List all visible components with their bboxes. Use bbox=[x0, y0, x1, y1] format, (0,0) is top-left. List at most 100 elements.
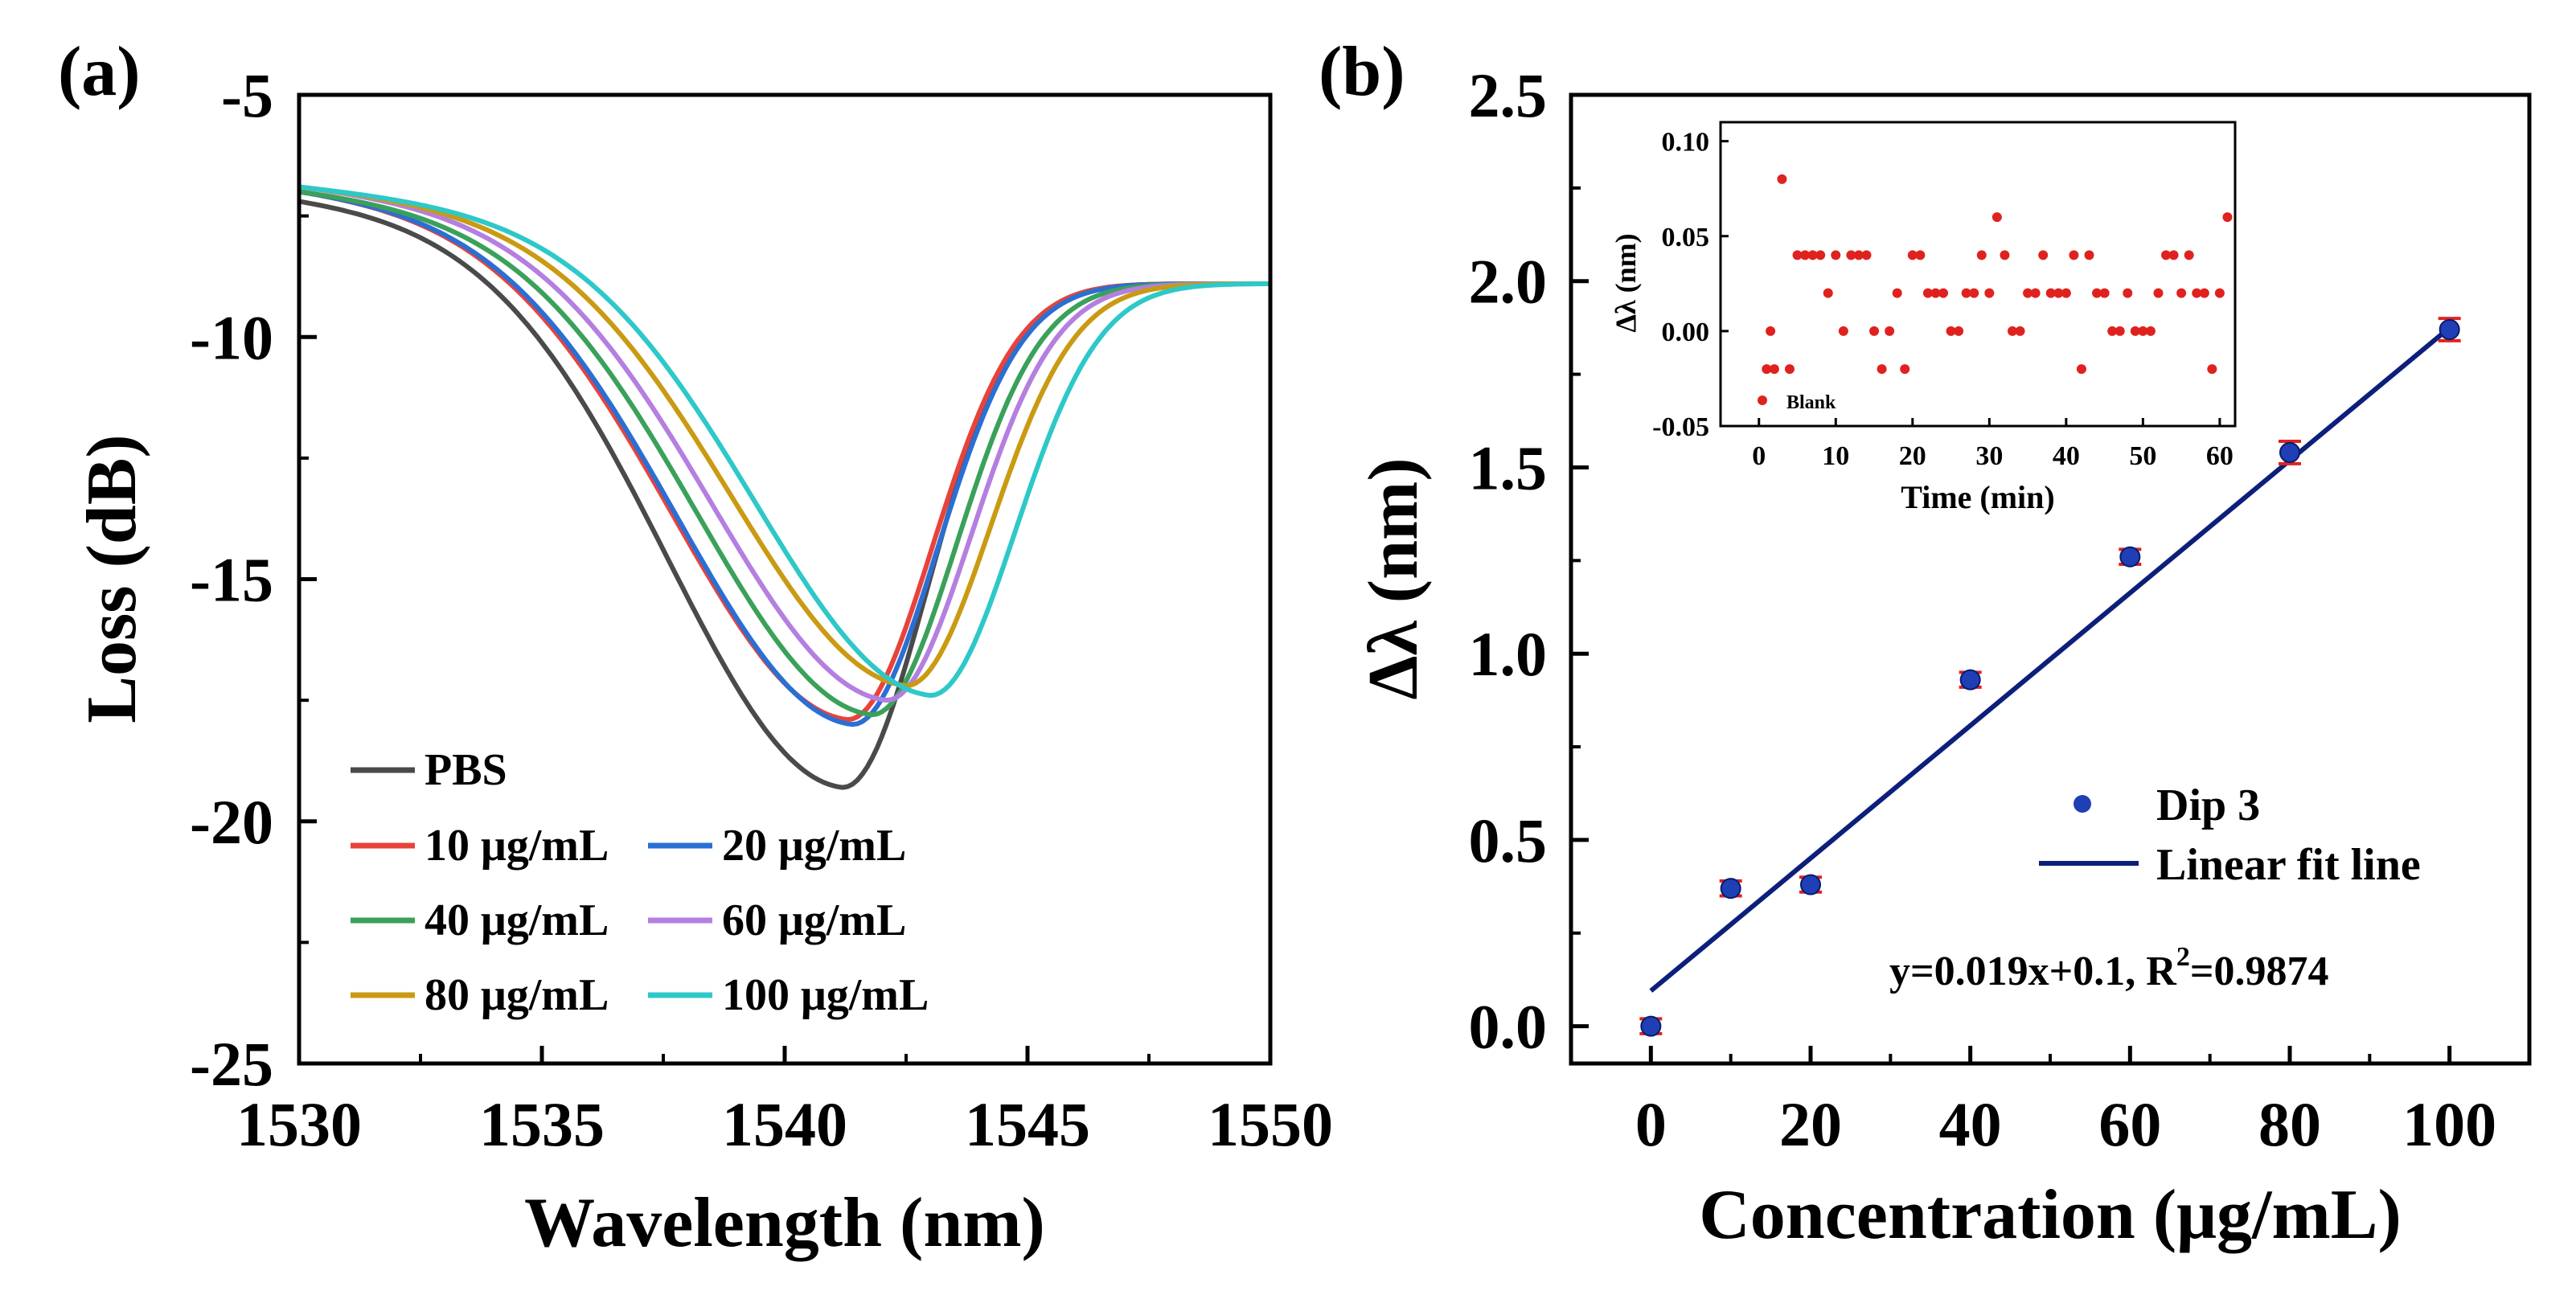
legend-label: 80 μg/mL bbox=[425, 970, 609, 1020]
inset-point bbox=[2053, 288, 2064, 298]
inset-ticks: 0 10 20 30 40 50 60 -0.05 0.00 0.05 0.10 bbox=[1652, 128, 2233, 471]
inset-frame bbox=[1719, 121, 2237, 428]
panel-b-xtick-label: 100 bbox=[2402, 1089, 2496, 1159]
fit-equation-sup: 2 bbox=[2176, 942, 2190, 972]
inset-point bbox=[2069, 250, 2079, 260]
fit-equation-prefix: y=0.019x+0.1, R bbox=[1889, 949, 2177, 994]
inset-point bbox=[1915, 250, 1926, 260]
panel-a-ticks: 1530 1535 1540 1545 1550 -5 -10 -15 -20 -25 bbox=[190, 60, 1333, 1159]
inset-point bbox=[2076, 364, 2086, 375]
inset-point bbox=[2007, 326, 2017, 336]
inset-point bbox=[1922, 288, 1933, 298]
inset-point bbox=[2168, 250, 2179, 260]
inset-point bbox=[1853, 250, 1864, 260]
panel-b-label: (b) bbox=[1319, 33, 1405, 111]
inset-point bbox=[1885, 326, 1895, 336]
data-point bbox=[1800, 874, 1821, 895]
inset-xtick-label: 60 bbox=[2206, 441, 2233, 471]
inset-ytick-label: 0.10 bbox=[1662, 128, 1710, 158]
panel-b-ytick-label: 1.0 bbox=[1469, 619, 1548, 689]
inset-ytick-label: -0.05 bbox=[1652, 412, 1709, 442]
panel-a-ytick-label: -20 bbox=[190, 787, 273, 857]
inset-point bbox=[2138, 326, 2148, 336]
inset-ylabel: Δλ (nm) bbox=[1610, 233, 1642, 332]
legend-label: 10 μg/mL bbox=[425, 821, 609, 871]
inset-xtick-label: 40 bbox=[2053, 441, 2080, 471]
panel-a-legend: PBS 10 μg/mL 20 μg/mL 40 μg/mL 60 μg/mL 80 μg… bbox=[351, 745, 929, 1020]
inset-xtick-label: 50 bbox=[2129, 441, 2156, 471]
fit-equation: y=0.019x+0.1, R2=0.9874 bbox=[1889, 942, 2328, 994]
legend-label: 100 μg/mL bbox=[722, 970, 929, 1020]
panel-a-curves bbox=[298, 184, 1270, 790]
inset-point bbox=[1807, 250, 1818, 260]
fit-equation-suffix: =0.9874 bbox=[2190, 949, 2329, 994]
inset-point bbox=[1823, 288, 1833, 298]
inset-point bbox=[1892, 288, 1902, 298]
inset-xtick-label: 10 bbox=[1822, 441, 1849, 471]
panel-a: (a) 1530 1535 1540 1545 1550 -5 -10 -15 -20 -25 W… bbox=[58, 33, 1333, 1262]
panel-b-fit bbox=[1649, 326, 2451, 993]
inset-point bbox=[2222, 212, 2233, 223]
panel-b-xtick-label: 40 bbox=[1939, 1089, 2002, 1159]
legend-label-dip3: Dip 3 bbox=[2156, 781, 2260, 830]
panel-a-xtick-label: 1535 bbox=[479, 1089, 605, 1159]
inset-xtick-label: 0 bbox=[1752, 441, 1766, 471]
panel-a-ytick-label: -10 bbox=[190, 302, 273, 372]
inset-point bbox=[1861, 250, 1872, 260]
panel-a-xtick-label: 1530 bbox=[236, 1089, 362, 1159]
series-line bbox=[298, 184, 1270, 699]
inset-point bbox=[2061, 288, 2071, 298]
inset-point bbox=[1815, 250, 1826, 260]
inset-point bbox=[2030, 288, 2041, 298]
inset-point bbox=[1784, 364, 1795, 375]
inset-point bbox=[2038, 250, 2049, 260]
panel-b-ytick-label: 1.5 bbox=[1469, 432, 1548, 502]
inset-point bbox=[1930, 288, 1941, 298]
series-line bbox=[298, 189, 1270, 723]
panel-b-xtick-label: 20 bbox=[1779, 1089, 1842, 1159]
legend-label-fit: Linear fit line bbox=[2156, 840, 2421, 890]
inset-point bbox=[1869, 326, 1880, 336]
panel-a-label: (a) bbox=[58, 33, 141, 111]
inset-point bbox=[1792, 250, 1803, 260]
inset-chart: 0 10 20 30 40 50 60 -0.05 0.00 0.05 0.10 Time (min… bbox=[1610, 121, 2237, 515]
series-line bbox=[298, 189, 1270, 727]
inset-point bbox=[2099, 288, 2110, 298]
inset-point bbox=[2176, 288, 2187, 298]
inset-point bbox=[1777, 174, 1787, 184]
inset-point bbox=[1838, 326, 1848, 336]
panel-a-xtick-label: 1545 bbox=[965, 1089, 1090, 1159]
data-point bbox=[2279, 441, 2300, 463]
inset-point bbox=[1766, 326, 1776, 336]
series-line bbox=[298, 184, 1270, 703]
legend-label: 60 μg/mL bbox=[722, 895, 906, 945]
inset-point bbox=[2207, 364, 2217, 375]
inset-point bbox=[1946, 326, 1956, 336]
inset-point bbox=[1877, 364, 1887, 375]
inset-point bbox=[1900, 364, 1910, 375]
inset-points bbox=[1762, 174, 2233, 375]
data-point bbox=[2119, 546, 2141, 568]
inset-point bbox=[1969, 288, 1979, 298]
legend-marker-dip3 bbox=[2074, 795, 2091, 813]
inset-point bbox=[2045, 288, 2056, 298]
inset-point bbox=[1831, 250, 1841, 260]
panel-b-ytick-label: 2.5 bbox=[1469, 60, 1548, 130]
inset-point bbox=[2153, 288, 2164, 298]
inset-point bbox=[1984, 288, 1995, 298]
panel-b-xlabel: Concentration (μg/mL) bbox=[1699, 1176, 2402, 1254]
inset-point bbox=[2000, 250, 2010, 260]
panel-b-xtick-label: 0 bbox=[1635, 1089, 1667, 1159]
panel-b-ylabel: Δλ (nm) bbox=[1355, 457, 1433, 699]
inset-point bbox=[1991, 212, 2002, 223]
inset-ytick-label: 0.05 bbox=[1662, 223, 1710, 252]
panel-a-xtick-label: 1550 bbox=[1208, 1089, 1333, 1159]
inset-point bbox=[1769, 364, 1779, 375]
panel-b-ytick-label: 2.0 bbox=[1469, 247, 1548, 317]
fit-line bbox=[1649, 326, 2451, 993]
inset-point bbox=[2145, 326, 2156, 336]
inset-point bbox=[2115, 326, 2125, 336]
